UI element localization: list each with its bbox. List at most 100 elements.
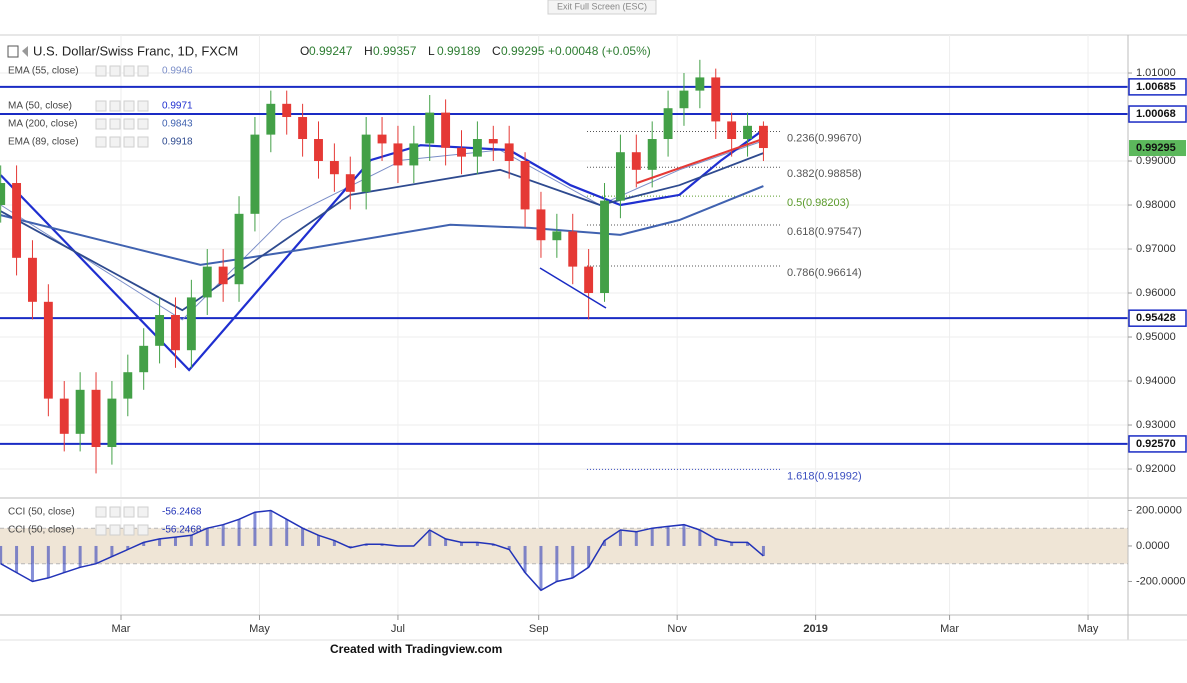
x-tick-label: May [1078,623,1099,635]
y-tick-label: 0.94000 [1136,375,1176,387]
candle-body [123,372,133,399]
y-tick-label: 0.93000 [1136,419,1176,431]
footer: Created with Tradingview.com [330,642,502,656]
candle-body [520,161,530,210]
indicator-name: MA (50, close) [8,101,72,112]
indicator-icon [123,136,135,148]
candle-body [615,152,625,201]
candles [0,59,768,474]
indicator-icon [137,100,149,112]
legend: U.S. Dollar/Swiss Franc, 1D, FXCM EMA (5… [7,43,651,148]
cci-legend: CCI (50, close) [8,507,75,518]
candle-body [536,209,546,241]
x-tick-label: May [249,623,270,635]
cci-pane: CCI (50, close) -56.2468 CCI (50, close) -5… [0,506,1128,592]
indicator-value: 0.9971 [162,101,193,112]
indicator-value: 0.9918 [162,137,193,148]
level-label-box [1128,78,1187,96]
indicator-icon [109,506,121,518]
level-label-box [1128,309,1187,327]
axes: Mar May Jul Sep Nov 2019 Mar May1.010000.990000… [112,67,1187,635]
candle-body [345,174,355,192]
indicator-icon [95,65,107,77]
indicator-icon [95,524,107,536]
candle-body [139,345,149,373]
fib-label: 0.382(0.98858) [787,168,862,180]
y-tick-label: -200.0000 [1136,575,1186,587]
candle-body [758,125,768,149]
candle-body [647,139,657,170]
y-tick-label: 0.96000 [1136,287,1176,299]
candle-body [186,297,196,351]
candle-body [425,112,435,144]
indicator-value: 0.9946 [162,66,193,77]
indicator-icon [123,100,135,112]
indicator-icon [137,118,149,130]
ohlc-value: 0.99295 [501,44,545,58]
indicator-icon [123,524,135,536]
level-label: 0.92570 [1136,438,1176,450]
indicator-icon [109,524,121,536]
symbol-icon [7,45,19,58]
candle-body [59,398,69,434]
y-tick-label: 0.95000 [1136,331,1176,343]
cci-legend: CCI (50, close) [8,525,75,536]
trend-line [539,267,607,309]
candle-body [361,134,371,192]
candle-body [75,389,85,434]
exit-button-label[interactable]: Exit Full Screen (ESC) [557,1,647,11]
indicator-icon [137,524,149,536]
level-label: 1.00068 [1136,108,1176,120]
candle-body [568,231,578,267]
moving-average-line [0,152,764,312]
candle-body [155,315,165,346]
fib-label: 1.618(0.91992) [787,470,862,482]
indicator-icon [123,118,135,130]
level-label-box [1128,435,1187,453]
indicator-icon [109,65,121,77]
symbol-title: U.S. Dollar/Swiss Franc, 1D, FXCM [33,43,238,58]
indicator-icon [123,506,135,518]
fib-label: 0.236(0.99670) [787,132,862,144]
grid [0,35,1128,615]
candle-body [727,121,737,140]
candle-body [472,139,482,157]
x-tick-label: Sep [529,623,549,635]
candle-body [0,183,6,206]
level-label: 1.00685 [1136,81,1176,93]
candle-body [171,315,180,351]
candle-body [663,108,673,140]
indicator-icon [109,118,121,130]
candle-body [441,112,451,148]
y-tick-label: 0.98000 [1136,199,1176,211]
indicator-icon [123,65,135,77]
indicator-icon [95,118,107,130]
symbol-icon [22,46,28,57]
candle-body [28,257,37,302]
candle-body [488,139,498,144]
indicator-value: 0.9843 [162,119,193,130]
candle-body [552,231,562,241]
y-tick-label: 0.99000 [1136,155,1176,167]
x-tick-label: Mar [940,623,959,635]
x-tick-label: Jul [391,623,405,635]
exit-button[interactable] [547,0,657,15]
x-tick-label: Mar [112,623,131,635]
ohlc-key: C [492,44,501,58]
cci-legend-value: -56.2468 [162,525,202,536]
candle-body [218,266,228,285]
indicator-icon [109,136,121,148]
candle-body [202,266,212,298]
cci-legend-value: -56.2468 [162,507,202,518]
candle-body [393,143,403,166]
moving-average-line [0,140,764,321]
candle-body [377,134,387,144]
candle-body [743,125,752,140]
candle-body [282,103,292,118]
indicator-icon [109,100,121,112]
ohlc-value: 0.99247 [309,44,353,58]
indicator-icon [95,100,107,112]
